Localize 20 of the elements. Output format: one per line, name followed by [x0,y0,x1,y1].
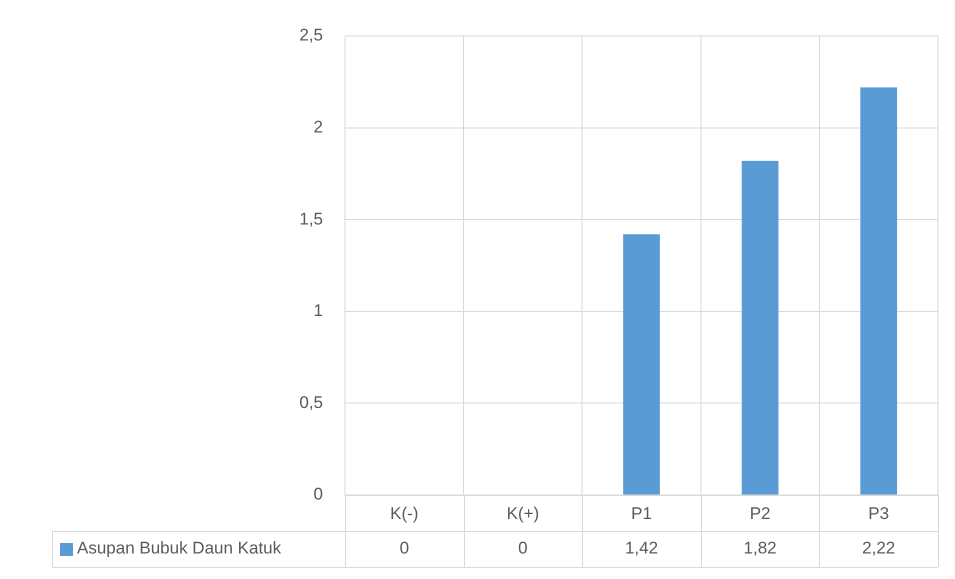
x-tick-label: K(-) [390,504,418,523]
x-tick-label: P3 [868,504,890,523]
y-tick-label: 0,5 [299,392,323,412]
legend-label: Asupan Bubuk Daun Katuk [77,538,282,558]
x-tick-label: K(+) [506,504,540,523]
data-label: 0 [400,538,410,558]
y-tick-label: 1,5 [299,209,323,228]
x-tick-label: P2 [750,504,770,523]
data-label: 1,82 [744,538,777,558]
y-tick-label: 2 [314,117,323,136]
x-tick-label: P1 [631,504,652,523]
y-tick-label: 2,5 [299,26,323,45]
bar [742,160,778,494]
data-label: 2,22 [862,538,896,558]
data-label: 0 [518,538,528,558]
data-label: 1,42 [624,538,658,558]
bar [860,87,898,494]
y-tick-label: 0 [314,484,323,504]
y-tick-label: 1 [314,301,323,320]
bar [623,234,660,494]
